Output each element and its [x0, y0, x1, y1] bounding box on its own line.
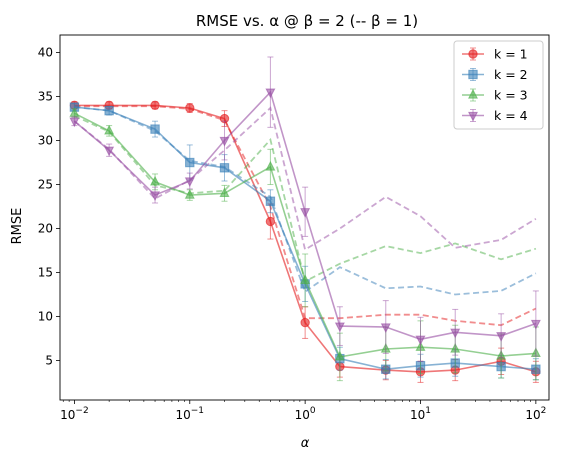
series-k4-point [104, 146, 115, 157]
series-k3-point [219, 187, 230, 197]
series-k1-point [185, 103, 195, 113]
series-k4-point [530, 319, 541, 330]
legend-entry-k3: k = 3 [462, 88, 528, 103]
x-tick-label: 102 [525, 406, 546, 422]
series-k3-point [334, 350, 345, 361]
series-k4-point [496, 332, 507, 342]
legend-label: k = 3 [494, 88, 528, 103]
series-k1-point [265, 216, 276, 227]
legend-label: k = 1 [494, 47, 528, 62]
legend-entry-k4: k = 4 [462, 108, 528, 123]
legend-box [453, 40, 544, 130]
series-k3-point [104, 124, 115, 135]
series-k4-point [219, 136, 230, 147]
series-k4-point [184, 177, 195, 188]
y-tick-label: 30 [38, 134, 53, 148]
legend-label: k = 2 [494, 67, 528, 82]
legend-marker [468, 69, 478, 80]
legend-label: k = 4 [494, 108, 528, 123]
legend-marker [467, 111, 479, 122]
series-k1-point [300, 317, 310, 328]
series-k3-point [265, 160, 276, 171]
series-k4-point [150, 191, 161, 202]
series-k2-point [219, 163, 230, 173]
series-k2-point [265, 196, 276, 206]
series-k4-point [415, 335, 426, 346]
series-k3-point [300, 274, 311, 285]
series-k4-point [334, 322, 345, 333]
y-tick-label: 10 [38, 309, 53, 323]
x-minor-ticks [62, 400, 531, 402]
series-k3-point [150, 175, 161, 186]
series-k4 [69, 56, 541, 362]
series-k2-point [150, 124, 160, 134]
y-axis-title: RMSE [10, 208, 25, 245]
y-tick-label: 35 [38, 90, 53, 104]
x-axis-title: α [301, 436, 310, 451]
x-tick-label: 101 [410, 406, 431, 422]
legend: k = 1 k = 2 k = 3 k = 4 [453, 40, 544, 130]
x-tick-label: 100 [295, 406, 316, 422]
series-k2-point [104, 105, 114, 116]
x-tick-label: 10−2 [60, 406, 89, 422]
series-k4-point [265, 88, 276, 99]
y-tick-label: 20 [38, 221, 53, 235]
legend-entry-k1: k = 1 [462, 47, 528, 62]
series-k1-point [150, 100, 160, 111]
y-tick-label: 25 [38, 178, 53, 192]
y-tick-label: 5 [45, 353, 53, 367]
y-tick-label: 40 [38, 46, 53, 60]
legend-entry-k2: k = 2 [462, 67, 528, 82]
chart-title: RMSE vs. α @ β = 2 (-- β = 1) [196, 12, 418, 30]
x-tick-label: 10−1 [175, 406, 204, 422]
series-k4-point [69, 117, 80, 128]
series-k4-point [450, 328, 461, 339]
legend-marker [467, 88, 479, 99]
series-k4-point [380, 323, 391, 334]
plot-area: 10−2 10−1 100 101 102 5 10 15 20 25 30 35 40 [38, 34, 550, 422]
y-tick-label: 15 [38, 265, 53, 279]
series-k3-point [184, 188, 195, 199]
axes-frame [59, 34, 550, 401]
legend-marker [468, 49, 478, 59]
series-k2-dashed-line [74, 106, 537, 296]
series-k2-point [185, 157, 195, 168]
series-k4-point [300, 208, 311, 218]
